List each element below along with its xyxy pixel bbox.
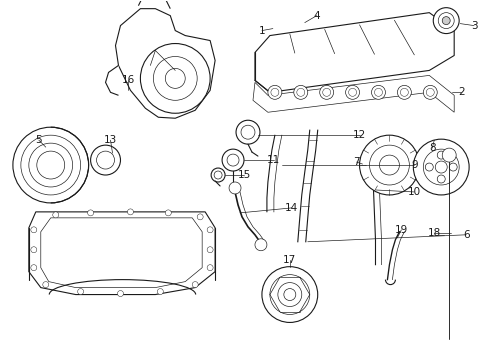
Circle shape (319, 85, 333, 99)
Circle shape (441, 17, 449, 24)
Circle shape (293, 85, 307, 99)
Polygon shape (252, 75, 453, 112)
Circle shape (236, 120, 260, 144)
Polygon shape (115, 9, 215, 118)
Circle shape (371, 85, 385, 99)
Text: 1: 1 (258, 26, 264, 36)
Circle shape (117, 291, 123, 297)
Polygon shape (138, 0, 170, 9)
Text: 4: 4 (313, 11, 319, 21)
Circle shape (29, 143, 73, 187)
Circle shape (90, 145, 120, 175)
Circle shape (192, 282, 198, 288)
Text: 11: 11 (267, 155, 280, 165)
Polygon shape (29, 212, 215, 294)
Circle shape (226, 154, 239, 166)
Circle shape (267, 85, 281, 99)
Circle shape (359, 135, 419, 195)
Circle shape (412, 139, 468, 195)
Circle shape (436, 175, 444, 183)
Circle shape (96, 151, 114, 169)
Polygon shape (254, 13, 453, 92)
Circle shape (13, 127, 88, 203)
Circle shape (87, 210, 93, 216)
Circle shape (31, 265, 37, 271)
Text: 10: 10 (407, 187, 420, 197)
Circle shape (437, 13, 453, 28)
Circle shape (423, 85, 436, 99)
Text: 19: 19 (394, 225, 407, 235)
Text: 7: 7 (352, 157, 359, 167)
Circle shape (211, 168, 224, 182)
Circle shape (400, 88, 407, 96)
Circle shape (207, 265, 213, 271)
Circle shape (296, 88, 304, 96)
Circle shape (348, 88, 356, 96)
Text: 5: 5 (36, 135, 42, 145)
Circle shape (21, 135, 81, 195)
Circle shape (241, 125, 254, 139)
Text: 9: 9 (410, 160, 417, 170)
Circle shape (37, 151, 64, 179)
Circle shape (207, 227, 213, 233)
Polygon shape (105, 66, 118, 95)
Circle shape (397, 85, 410, 99)
Circle shape (222, 149, 244, 171)
Circle shape (269, 275, 309, 315)
Text: 14: 14 (285, 203, 298, 213)
Circle shape (432, 8, 458, 33)
Circle shape (197, 214, 203, 220)
Circle shape (448, 163, 456, 171)
Circle shape (153, 57, 197, 100)
Circle shape (322, 88, 330, 96)
Circle shape (426, 88, 433, 96)
Circle shape (127, 209, 133, 215)
Circle shape (441, 148, 455, 162)
Circle shape (425, 163, 432, 171)
Circle shape (270, 88, 278, 96)
Circle shape (157, 289, 163, 294)
Circle shape (434, 161, 447, 173)
Text: 16: 16 (122, 75, 135, 85)
Circle shape (53, 212, 59, 218)
Circle shape (374, 88, 382, 96)
Text: 17: 17 (283, 255, 296, 265)
Circle shape (165, 210, 171, 216)
Circle shape (436, 151, 444, 159)
Circle shape (207, 247, 213, 253)
Circle shape (78, 289, 83, 294)
Circle shape (423, 149, 458, 185)
Circle shape (140, 44, 210, 113)
Text: 3: 3 (470, 21, 476, 31)
Circle shape (345, 85, 359, 99)
Circle shape (228, 182, 241, 194)
Text: 13: 13 (103, 135, 117, 145)
Text: 6: 6 (462, 230, 468, 240)
Circle shape (262, 267, 317, 323)
Text: 18: 18 (427, 228, 440, 238)
Text: 15: 15 (237, 170, 250, 180)
Circle shape (254, 239, 266, 251)
Text: 2: 2 (457, 87, 464, 97)
Circle shape (31, 247, 37, 253)
Text: 12: 12 (352, 130, 366, 140)
Circle shape (214, 171, 222, 179)
Polygon shape (41, 218, 202, 288)
Circle shape (283, 289, 295, 301)
Circle shape (369, 145, 408, 185)
Circle shape (42, 282, 49, 288)
Circle shape (165, 68, 185, 88)
Circle shape (277, 283, 301, 306)
Circle shape (379, 155, 399, 175)
Text: 8: 8 (428, 143, 435, 153)
Circle shape (31, 227, 37, 233)
